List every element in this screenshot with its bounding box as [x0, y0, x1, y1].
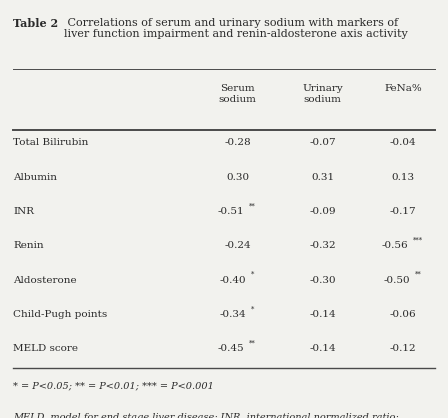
- Text: Albumin: Albumin: [13, 173, 57, 182]
- Text: -0.51: -0.51: [218, 207, 244, 216]
- Text: -0.28: -0.28: [224, 138, 251, 148]
- Text: -0.17: -0.17: [390, 207, 417, 216]
- Text: -0.09: -0.09: [309, 207, 336, 216]
- Text: -0.30: -0.30: [309, 275, 336, 285]
- Text: Correlations of serum and urinary sodium with markers of
liver function impairme: Correlations of serum and urinary sodium…: [64, 18, 408, 39]
- Text: -0.12: -0.12: [390, 344, 417, 353]
- Text: -0.07: -0.07: [309, 138, 336, 148]
- Text: Urinary
sodium: Urinary sodium: [302, 84, 343, 104]
- Text: 0.13: 0.13: [392, 173, 415, 182]
- Text: Child-Pugh points: Child-Pugh points: [13, 310, 108, 319]
- Text: Table 2: Table 2: [13, 18, 59, 28]
- Text: -0.04: -0.04: [390, 138, 417, 148]
- Text: -0.06: -0.06: [390, 310, 417, 319]
- Text: MELD score: MELD score: [13, 344, 78, 353]
- Text: -0.24: -0.24: [224, 241, 251, 250]
- Text: *: *: [251, 271, 254, 279]
- Text: Total Bilirubin: Total Bilirubin: [13, 138, 89, 148]
- Text: -0.14: -0.14: [309, 344, 336, 353]
- Text: INR: INR: [13, 207, 34, 216]
- Text: -0.40: -0.40: [220, 275, 246, 285]
- Text: -0.32: -0.32: [309, 241, 336, 250]
- Text: **: **: [249, 339, 256, 348]
- Text: ***: ***: [413, 237, 423, 245]
- Text: -0.50: -0.50: [383, 275, 410, 285]
- Text: FeNa%: FeNa%: [384, 84, 422, 93]
- Text: * = P<0.05; ** = P<0.01; *** = P<0.001: * = P<0.05; ** = P<0.01; *** = P<0.001: [13, 382, 214, 391]
- Text: *: *: [251, 305, 254, 314]
- Text: 0.31: 0.31: [311, 173, 334, 182]
- Text: Renin: Renin: [13, 241, 44, 250]
- Text: MELD, model for end stage liver disease; INR, international normalized ratio;
Fe: MELD, model for end stage liver disease;…: [13, 413, 399, 418]
- Text: -0.34: -0.34: [220, 310, 246, 319]
- Text: Aldosterone: Aldosterone: [13, 275, 77, 285]
- Text: Serum
sodium: Serum sodium: [219, 84, 256, 104]
- Text: 0.30: 0.30: [226, 173, 249, 182]
- Text: **: **: [249, 202, 256, 211]
- Text: -0.14: -0.14: [309, 310, 336, 319]
- Text: -0.45: -0.45: [218, 344, 244, 353]
- Text: **: **: [415, 271, 422, 279]
- Text: -0.56: -0.56: [382, 241, 408, 250]
